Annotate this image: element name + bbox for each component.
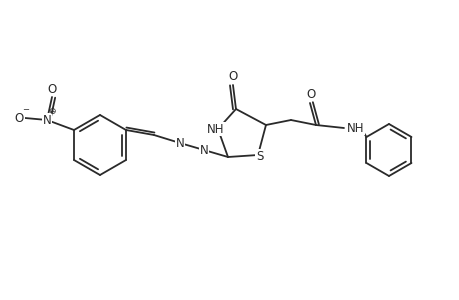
Text: N: N	[175, 136, 184, 149]
Text: O: O	[306, 88, 315, 100]
Text: NH: NH	[346, 122, 364, 134]
Text: O: O	[14, 112, 23, 124]
Text: ⊕: ⊕	[48, 106, 56, 116]
Text: N: N	[199, 143, 208, 157]
Text: −: −	[22, 106, 29, 115]
Text: S: S	[256, 149, 263, 163]
Text: N: N	[43, 113, 51, 127]
Text: NH: NH	[207, 122, 224, 136]
Text: O: O	[47, 82, 56, 95]
Text: O: O	[228, 70, 237, 83]
